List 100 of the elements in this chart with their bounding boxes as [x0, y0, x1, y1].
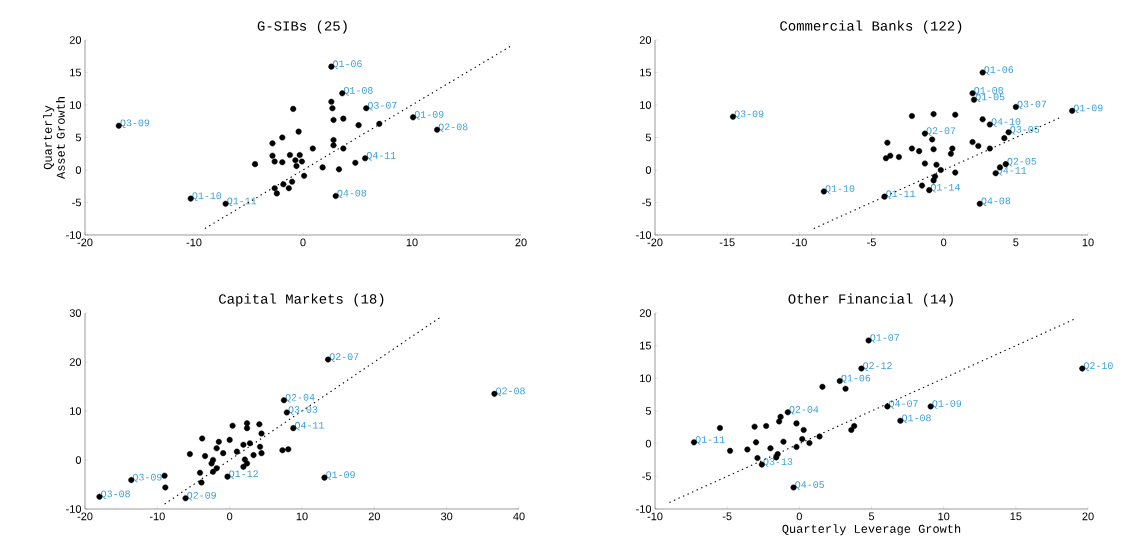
data-label: Q3-13 — [763, 458, 793, 467]
data-label: Q3-09 — [132, 473, 162, 483]
point — [293, 163, 300, 170]
chart-title: Commercial Banks (122) — [780, 20, 962, 34]
y-tick-label: 0 — [75, 456, 82, 464]
point — [330, 116, 337, 123]
point — [727, 447, 734, 454]
point — [279, 159, 286, 166]
point — [842, 385, 849, 392]
point — [884, 139, 891, 146]
point — [286, 152, 293, 159]
point — [806, 440, 813, 447]
data-label: Q2-10 — [1083, 362, 1113, 371]
data-label: Q4-08 — [981, 197, 1011, 207]
point — [776, 418, 783, 425]
point — [937, 167, 944, 173]
data-label: Q1-14 — [930, 183, 960, 193]
y-tick-label: -10 — [636, 231, 652, 239]
point — [969, 139, 976, 146]
x-tick-label: 40 — [513, 512, 525, 521]
point — [819, 383, 826, 390]
point — [908, 145, 915, 152]
point — [328, 98, 335, 105]
data-label: Q1-06 — [333, 60, 362, 69]
point — [269, 140, 276, 147]
point — [244, 425, 251, 432]
y-tick-label: 0 — [75, 166, 82, 174]
point — [335, 166, 342, 173]
x-tick-label: 20 — [515, 238, 527, 247]
y-tick-label: 15 — [640, 68, 652, 77]
point — [289, 178, 296, 185]
point — [198, 479, 205, 486]
y-tick-label: 0 — [645, 166, 652, 174]
point — [285, 446, 292, 453]
point — [197, 469, 204, 476]
y-tick-label: 20 — [639, 309, 652, 317]
point — [240, 463, 247, 470]
y-tick-label: -10 — [66, 505, 82, 513]
x-tick-label: 15 — [1010, 512, 1022, 521]
data-label: Q1-11 — [886, 190, 916, 199]
point — [301, 172, 308, 179]
x-axis-title: Quarterly Leverage Growth — [782, 524, 961, 536]
point — [793, 443, 800, 450]
point — [309, 145, 316, 152]
x-tick-label: -10 — [149, 512, 165, 521]
point — [295, 128, 302, 135]
point — [229, 422, 236, 429]
data-label: Q4-05 — [795, 481, 825, 490]
data-label: Q3-08 — [101, 490, 130, 500]
data-label: Q3-07 — [1017, 100, 1047, 110]
point — [210, 468, 217, 475]
x-tick-label: 5 — [868, 512, 875, 521]
point — [250, 452, 257, 459]
y-tick-label: -5 — [642, 198, 652, 207]
point — [252, 161, 259, 168]
point — [916, 148, 923, 155]
point — [352, 159, 359, 166]
point — [908, 113, 915, 120]
point — [296, 152, 303, 159]
point — [919, 182, 926, 189]
point — [793, 420, 800, 427]
data-label: Q4-11 — [366, 152, 396, 161]
point — [799, 436, 806, 443]
point — [767, 445, 774, 452]
x-tick-label: 20 — [368, 512, 380, 521]
point — [162, 484, 169, 491]
point — [763, 423, 770, 430]
point — [355, 122, 362, 129]
y-tick-label: 5 — [645, 133, 652, 142]
point — [215, 438, 222, 445]
point — [273, 190, 280, 197]
data-label: Q3-03 — [288, 406, 318, 415]
point — [279, 134, 286, 141]
y-tick-label: 15 — [70, 68, 82, 77]
data-label: Q2-07 — [926, 127, 956, 136]
point — [186, 451, 193, 458]
point — [271, 158, 278, 165]
point — [256, 421, 263, 428]
data-label: Q1-06 — [841, 374, 871, 384]
y-tick-label: 0 — [645, 439, 652, 448]
point — [780, 438, 787, 445]
x-tick-label: 0 — [796, 512, 802, 521]
x-tick-label: 30 — [441, 512, 453, 521]
point — [233, 448, 240, 455]
chart-title: Other Financial (14) — [788, 293, 953, 307]
data-label: Q2-05 — [1007, 157, 1037, 167]
data-label: Q4-10 — [991, 118, 1021, 127]
chart-title: G-SIBs (25) — [257, 20, 347, 34]
chart-title: Capital Markets (18) — [219, 293, 384, 307]
y-tick-label: 20 — [639, 36, 652, 44]
y-tick-label: 15 — [640, 341, 652, 350]
y-tick-label: 10 — [640, 374, 652, 383]
x-tick-label: -10 — [791, 238, 807, 247]
data-label: Q3-09 — [734, 110, 764, 119]
point — [246, 440, 253, 447]
x-tick-label: 5 — [1013, 238, 1019, 247]
y-tick-label: 30 — [69, 309, 82, 317]
point — [716, 424, 723, 431]
data-label: Q4-07 — [889, 400, 918, 409]
point — [319, 164, 326, 171]
